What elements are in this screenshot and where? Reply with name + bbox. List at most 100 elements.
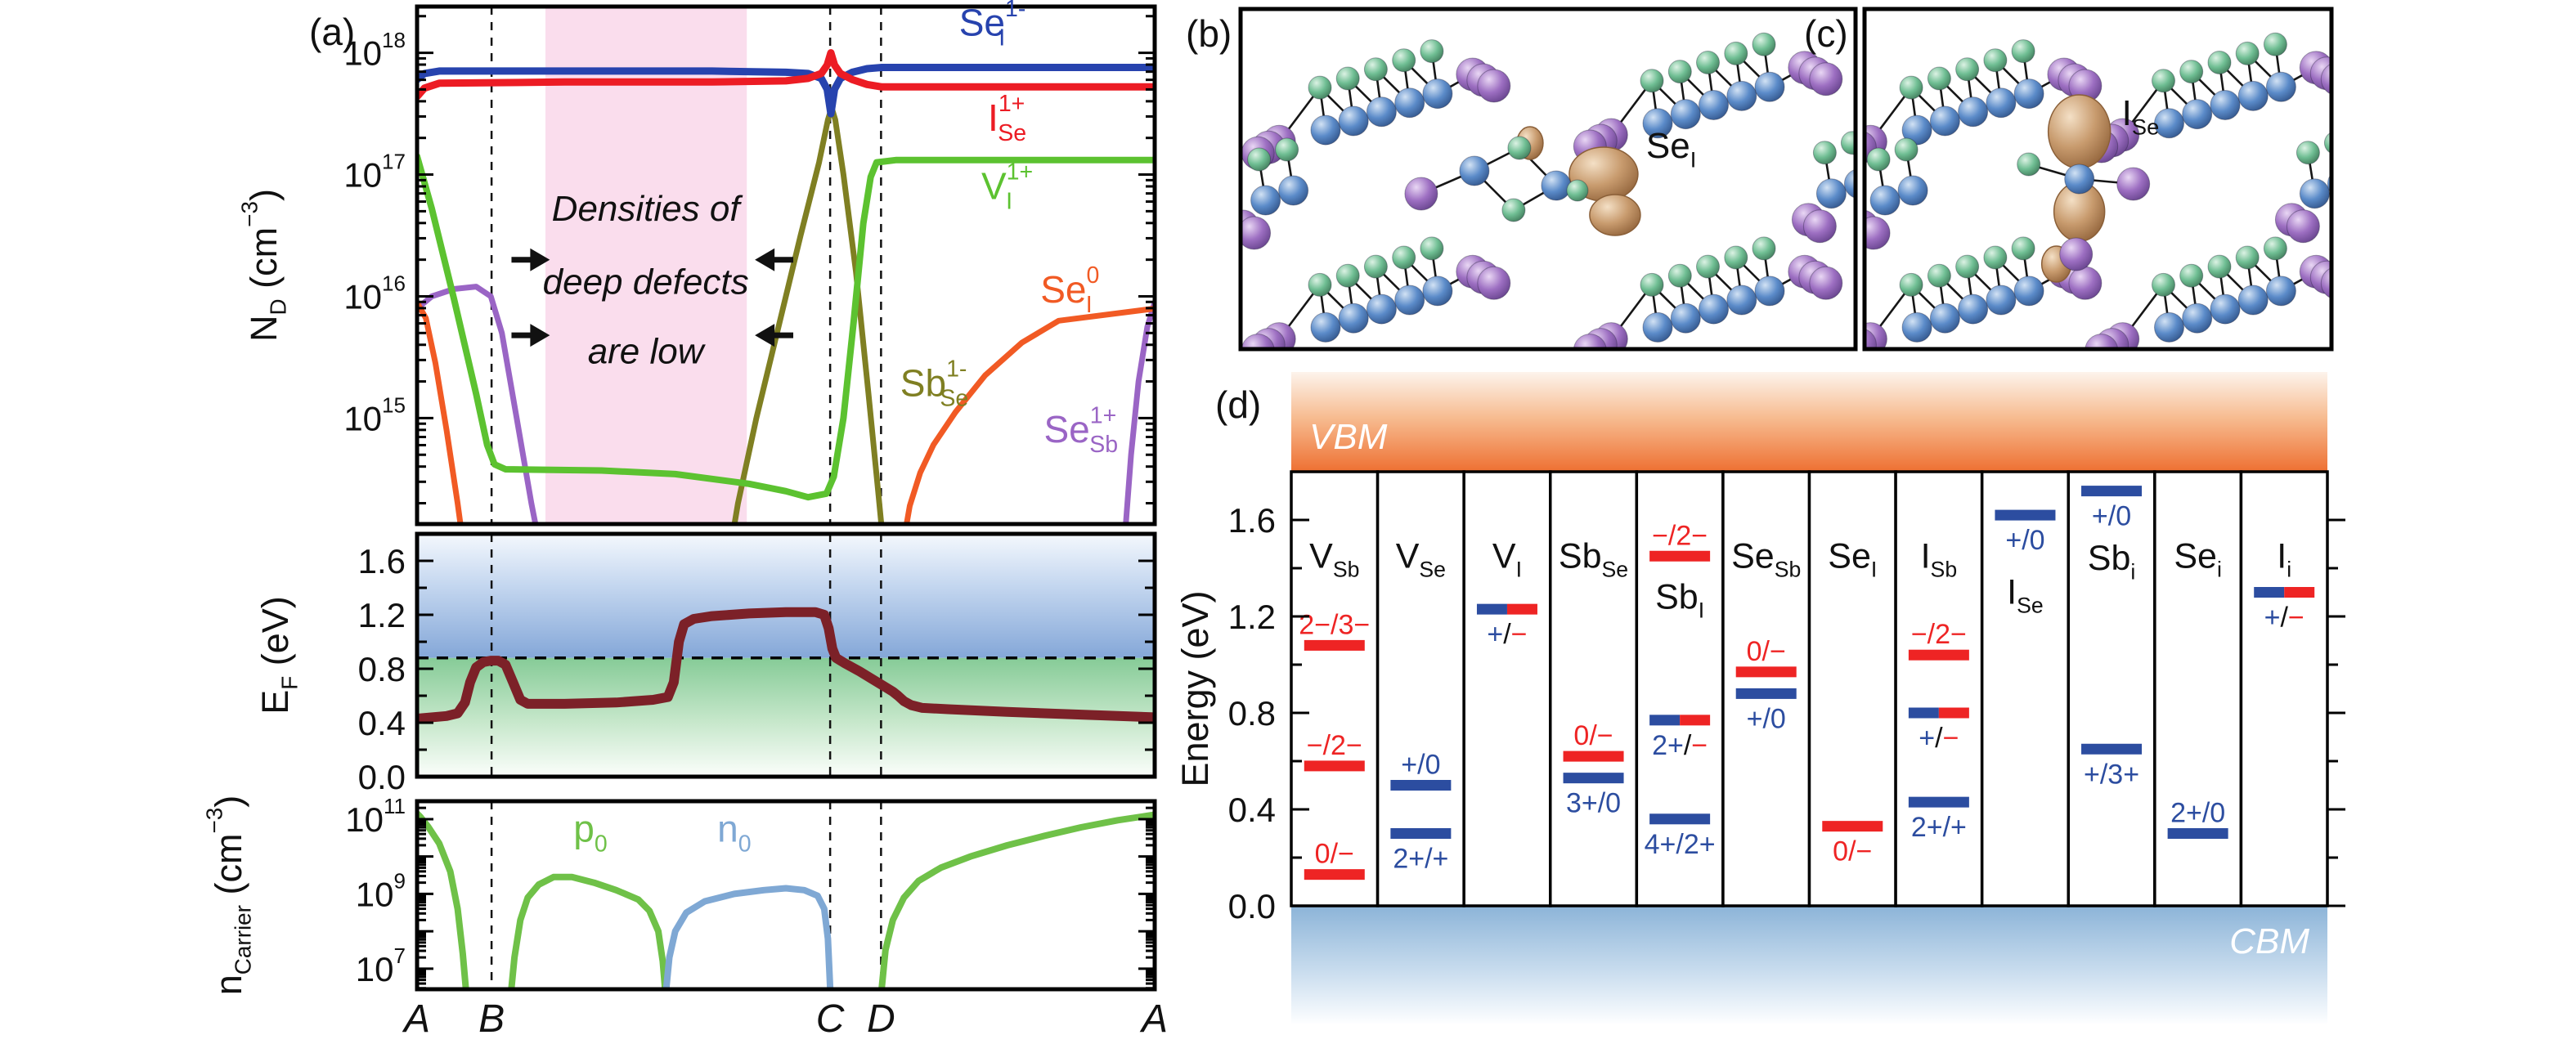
atom — [1866, 147, 1891, 172]
series-label-p0: p0 — [573, 807, 607, 857]
atom — [1394, 285, 1425, 316]
atom — [1812, 141, 1837, 165]
y-tick-label: 0.4 — [358, 704, 406, 742]
defect-column-header: Sei — [2174, 536, 2222, 581]
atom — [1250, 185, 1281, 216]
transition-level-label: 0/− — [1747, 636, 1786, 667]
annotation-line: deep defects — [543, 262, 749, 302]
atom — [2237, 80, 2269, 111]
annotation-arrowhead — [755, 248, 775, 271]
x-axis-letter-D-3: D — [867, 997, 895, 1041]
series-label-n0: n0 — [717, 807, 751, 857]
transition-level-label: 0/− — [1833, 836, 1872, 867]
transition-level-bar — [1506, 603, 1537, 615]
series-label: Sb1-Se — [900, 356, 968, 412]
transition-level-bar — [2254, 587, 2285, 598]
panel-carrier-ylabel: nCarrier (cm−3) — [202, 795, 256, 996]
atom — [1901, 114, 1932, 146]
defect-column — [1290, 470, 1380, 907]
atom — [2210, 293, 2241, 325]
atom — [1573, 334, 1607, 349]
panel-ef-fermi-level: 0.0 0.4 0.8 1.2 1.6 EF (eV) — [254, 531, 1157, 796]
atom — [1338, 302, 1369, 334]
defect-column — [1549, 470, 1639, 907]
panel-a-defect-densities: Densities of deep defects are low 1018 1017 1… — [237, 0, 1157, 526]
atom — [1901, 311, 1932, 343]
atom — [2085, 334, 2119, 349]
panel-ef-ylabel: EF (eV) — [254, 596, 303, 715]
defect-column-header: Sbi — [2088, 539, 2136, 584]
atom — [1308, 272, 1332, 297]
atom — [2059, 237, 2094, 271]
atom — [2299, 178, 2330, 209]
series-label: Se1+ Sb — [1044, 402, 1119, 458]
x-axis-letter-B-1: B — [478, 997, 505, 1041]
y-tick-label: 0.0 — [358, 758, 406, 796]
atom — [2235, 245, 2260, 270]
atom — [1310, 311, 1341, 343]
atom — [2068, 266, 2103, 300]
defect-column — [2239, 470, 2329, 907]
panel-b-structure: SeI — [1238, 7, 1858, 352]
atom — [1983, 245, 2008, 270]
atom — [1726, 80, 1757, 111]
transition-level-bar — [1908, 707, 1939, 719]
atom — [2011, 236, 2035, 261]
atom — [1392, 48, 1416, 73]
transition-level-label: −/2− — [1911, 619, 1967, 650]
cbm-band — [1291, 906, 2327, 1024]
series-Se_Sb1+ — [1123, 299, 1155, 524]
atom — [1754, 71, 1785, 102]
atom — [1366, 293, 1397, 325]
isosurface-lobe — [1589, 194, 1641, 236]
atom — [2179, 263, 2204, 288]
atom — [2320, 63, 2331, 95]
atom — [1241, 216, 1272, 250]
atom — [2210, 90, 2241, 120]
y-tick-label: 107 — [356, 943, 406, 988]
atom — [1275, 137, 1299, 162]
transition-level-bar — [1649, 813, 1711, 825]
transition-level-bar — [2167, 828, 2228, 839]
atom — [1840, 131, 1856, 155]
defect-column — [1635, 470, 1725, 907]
transition-level-label: 4+/2+ — [1645, 829, 1716, 860]
transition-level-bar — [2081, 486, 2143, 497]
y-tick-label: 0.8 — [358, 650, 406, 688]
atom — [2013, 276, 2044, 307]
atom — [2263, 32, 2287, 56]
atom — [1865, 328, 1877, 349]
atom — [1392, 245, 1416, 270]
atom — [2235, 41, 2260, 65]
y-tick-label: 1.6 — [358, 542, 406, 580]
atom — [2152, 69, 2175, 93]
panel-c-letter: (c) — [1804, 12, 1848, 55]
transition-level-bar — [1938, 707, 1969, 719]
atom — [2154, 311, 2184, 343]
series-label: I1+ Se — [988, 91, 1026, 146]
panel-d-transition-levels: VBM CBM VSb 2−/3− −/2− 0/− VSe +/0 2+/+ VI +/− SbSe… — [1174, 372, 2345, 1024]
annotation-arrowhead — [530, 324, 550, 347]
atom — [1958, 96, 1989, 128]
atom — [1929, 302, 1960, 334]
transition-level-label: 0/− — [1573, 720, 1613, 751]
defect-column — [2067, 470, 2156, 907]
atom — [1986, 87, 2017, 119]
series-V_I1+ — [417, 153, 1155, 501]
atom — [2207, 254, 2232, 279]
atom — [1752, 236, 1776, 261]
atom — [1670, 99, 1701, 130]
atom — [1640, 69, 1664, 93]
transition-level-label: +/0 — [1747, 703, 1786, 734]
atom — [1809, 62, 1843, 96]
transition-level-bar — [1390, 780, 1452, 791]
atom — [2296, 141, 2320, 165]
defect-column-header: SeSb — [1731, 536, 1801, 581]
atom — [1420, 236, 1444, 261]
transition-level-label: +/0 — [2005, 525, 2044, 556]
atom — [1670, 302, 1701, 334]
atom — [2320, 267, 2331, 299]
y-tick-label: 1015 — [343, 393, 406, 438]
transition-level-label: 2−/3− — [1299, 609, 1370, 640]
